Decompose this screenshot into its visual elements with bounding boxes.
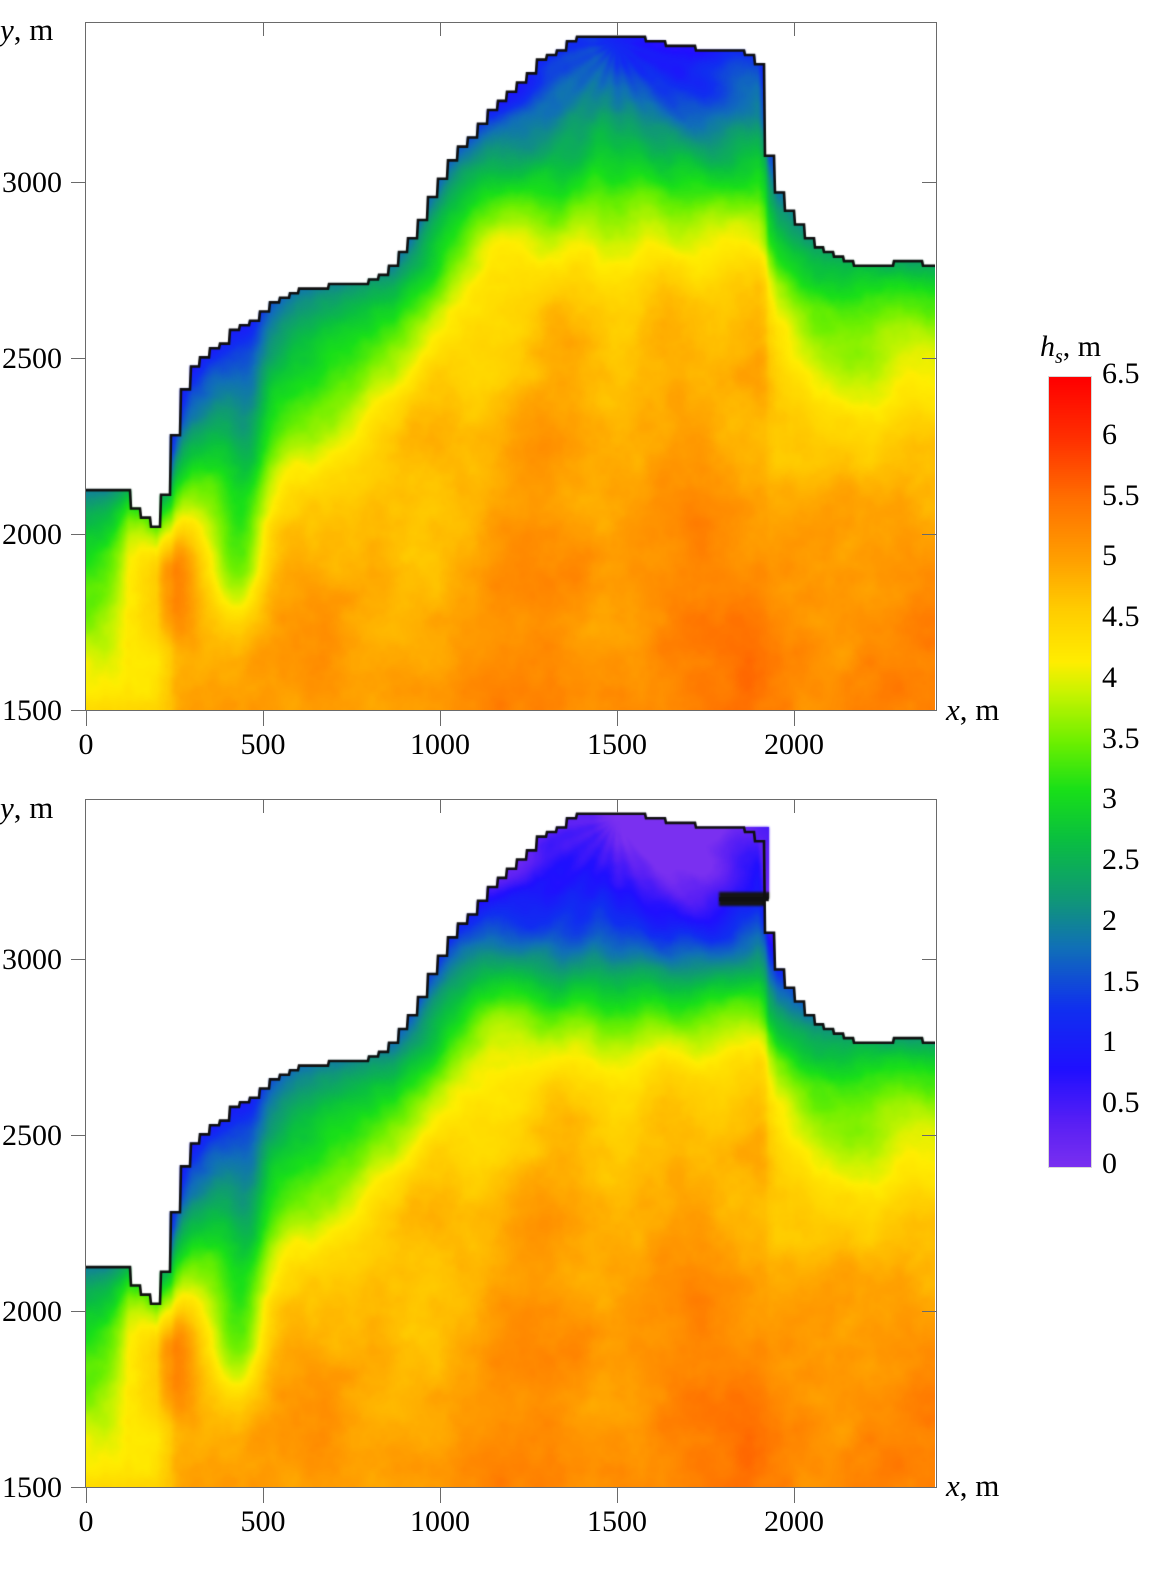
panel-b-ytick-label-2500: 2500 — [2, 1119, 62, 1152]
panel-a-ytick-3000 — [71, 182, 85, 183]
colorbar-tick-1p5: 1.5 — [1102, 964, 1140, 998]
panel-b-xtick-top-1500 — [617, 799, 618, 813]
panel-a-ytick-1500 — [71, 710, 85, 711]
panel-a-xtick-top-1000 — [440, 22, 441, 36]
panel-a-xtick-label-0: 0 — [78, 728, 94, 761]
panel-a-left-spine — [85, 22, 86, 711]
colorbar-tick-3p5: 3.5 — [1102, 721, 1140, 755]
panel-b-bottom-spine — [85, 1487, 937, 1488]
panel-a-x-axis-label: x, m — [946, 692, 999, 728]
panel-b-ytick-2500 — [71, 1135, 85, 1136]
colorbar-tick-1: 1 — [1102, 1025, 1117, 1059]
panel-a-xtick-500 — [263, 710, 264, 726]
panel-b-xtick-1000 — [440, 1487, 441, 1503]
panel-b-xtick-1500 — [617, 1487, 618, 1503]
panel-b-ytick-right-3000 — [922, 959, 936, 960]
colorbar-title-var: h — [1040, 330, 1055, 363]
wave-height-map-a — [86, 23, 935, 710]
colorbar-tick-6p5: 6.5 — [1102, 357, 1140, 390]
panel-b-ytick-label-3000: 3000 — [2, 943, 62, 976]
panel-a-xtick-label-2000: 2000 — [764, 728, 824, 761]
panel-b-xtick-label-1000: 1000 — [410, 1505, 470, 1538]
panel-a-ytick-label-1500: 1500 — [2, 694, 62, 727]
panel-b-xtick-label-1500: 1500 — [587, 1505, 647, 1538]
y-axis-unit-b: , m — [13, 790, 54, 825]
colorbar-title-subscript: s — [1055, 346, 1063, 368]
panel-a-xtick-1000 — [440, 710, 441, 726]
x-axis-unit-b: , m — [959, 1468, 1000, 1503]
panel-a-top-spine — [85, 22, 937, 23]
colorbar-tick-4p5: 4.5 — [1102, 600, 1140, 634]
panel-b-top-spine — [85, 799, 937, 800]
panel-a-bottom-spine — [85, 710, 937, 711]
panel-a-xtick-1500 — [617, 710, 618, 726]
panel-a-ytick-label-2500: 2500 — [2, 342, 62, 375]
panel-a-ytick-2000 — [71, 534, 85, 535]
panel-b-ytick-right-2000 — [922, 1311, 936, 1312]
x-axis-unit-a: , m — [959, 692, 1000, 727]
panel-b-left-spine — [85, 799, 86, 1488]
wave-height-map-b — [86, 800, 935, 1487]
panel-a-ytick-label-2000: 2000 — [2, 518, 62, 551]
panel-a-xtick-label-500: 500 — [240, 728, 286, 761]
panel-a-ytick-right-3000 — [922, 182, 936, 183]
panel-b-xtick-label-2000: 2000 — [764, 1505, 824, 1538]
panel-a-xtick-label-1500: 1500 — [587, 728, 647, 761]
colorbar-tick-0p5: 0.5 — [1102, 1086, 1140, 1120]
colorbar-tick-3: 3 — [1102, 782, 1117, 816]
colorbar-title-unit: , m — [1062, 330, 1102, 363]
panel-b-ytick-2000 — [71, 1311, 85, 1312]
colorbar-title: hs, m — [1040, 330, 1101, 369]
colorbar-tick-2p5: 2.5 — [1102, 843, 1140, 877]
panel-a-y-axis-label: y, m — [0, 12, 53, 48]
panel-a-xtick-top-500 — [263, 22, 264, 36]
colorbar-gradient — [1048, 376, 1092, 1168]
panel-b-xtick-label-500: 500 — [240, 1505, 286, 1538]
colorbar-tick-2: 2 — [1102, 903, 1117, 937]
panel-b-xtick-0 — [86, 1487, 87, 1503]
colorbar-tick-5: 5 — [1102, 539, 1117, 573]
panel-b-xtick-label-0: 0 — [78, 1505, 94, 1538]
panel-b-ytick-label-2000: 2000 — [2, 1295, 62, 1328]
panel-b-ytick-1500 — [71, 1487, 85, 1488]
panel-b-right-spine — [936, 799, 937, 1488]
panel-b-xtick-top-500 — [263, 799, 264, 813]
colorbar-tick-5p5: 5.5 — [1102, 478, 1140, 512]
panel-a-xtick-top-2000 — [794, 22, 795, 36]
panel-b-ytick-3000 — [71, 959, 85, 960]
colorbar-tick-4: 4 — [1102, 660, 1117, 694]
panel-b-ytick-right-2500 — [922, 1135, 936, 1136]
panel-b-y-axis-label: y, m — [0, 790, 53, 826]
panel-b-ytick-label-1500: 1500 — [2, 1471, 62, 1504]
panel-a-xtick-label-1000: 1000 — [410, 728, 470, 761]
panel-b-xtick-500 — [263, 1487, 264, 1503]
panel-a-xtick-2000 — [794, 710, 795, 726]
panel-a-ytick-2500 — [71, 358, 85, 359]
panel-b-xtick-top-2000 — [794, 799, 795, 813]
x-axis-var-b: x — [946, 1468, 960, 1503]
panel-a-xtick-0 — [86, 710, 87, 726]
panel-a-ytick-right-2500 — [922, 358, 936, 359]
panel-b-xtick-top-1000 — [440, 799, 441, 813]
panel-a-ytick-right-2000 — [922, 534, 936, 535]
panel-b-xtick-2000 — [794, 1487, 795, 1503]
colorbar-tick-6: 6 — [1102, 417, 1117, 451]
panel-a-ytick-label-3000: 3000 — [2, 166, 62, 199]
colorbar-tick-0: 0 — [1102, 1147, 1117, 1180]
x-axis-var-a: x — [946, 692, 960, 727]
y-axis-var-b: y — [0, 790, 14, 825]
panel-b-x-axis-label: x, m — [946, 1468, 999, 1504]
y-axis-unit-a: , m — [13, 12, 54, 47]
panel-a-right-spine — [936, 22, 937, 711]
panel-a-xtick-top-1500 — [617, 22, 618, 36]
y-axis-var-a: y — [0, 12, 14, 47]
